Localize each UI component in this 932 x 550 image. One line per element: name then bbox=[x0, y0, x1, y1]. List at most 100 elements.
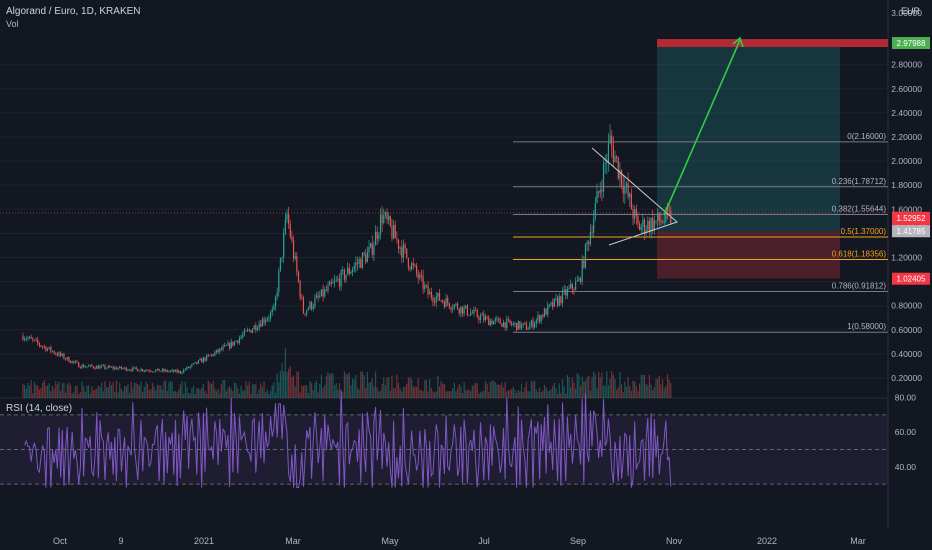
volume-bar bbox=[248, 381, 250, 398]
candle-body bbox=[573, 289, 575, 291]
volume-label[interactable]: Vol bbox=[6, 19, 19, 29]
time-tick-label: 2021 bbox=[194, 536, 214, 546]
volume-bar bbox=[319, 383, 321, 398]
candle-body bbox=[35, 339, 37, 341]
volume-bar bbox=[552, 386, 554, 398]
volume-bar bbox=[622, 391, 624, 398]
volume-bar bbox=[25, 388, 27, 398]
volume-bar bbox=[143, 387, 145, 398]
candle-body bbox=[347, 267, 349, 275]
candle-body bbox=[191, 364, 193, 367]
price-tick-label: 2.60000 bbox=[891, 84, 922, 94]
candle-body bbox=[594, 203, 596, 219]
volume-bar bbox=[217, 388, 219, 398]
volume-bar bbox=[48, 382, 50, 398]
volume-bar bbox=[666, 374, 669, 398]
candle-body bbox=[217, 349, 219, 352]
candle-body bbox=[40, 345, 42, 347]
volume-bar bbox=[273, 382, 275, 398]
candle-body bbox=[442, 300, 444, 302]
candle-body bbox=[596, 191, 598, 204]
candle-body bbox=[581, 259, 583, 282]
fibonacci-retracement[interactable]: 0(2.16000) 0.236(1.78712) 0.382(1.55644) 0.… bbox=[0, 132, 888, 333]
volume-bar bbox=[557, 393, 559, 398]
volume-bar bbox=[238, 393, 241, 398]
price-tick-label: 0.80000 bbox=[891, 301, 922, 311]
candle-body bbox=[258, 323, 260, 329]
volume-bar bbox=[550, 389, 552, 398]
candle-body bbox=[324, 289, 326, 297]
volume-bar bbox=[56, 384, 58, 398]
volume-bar bbox=[74, 386, 77, 398]
volume-bar bbox=[286, 371, 288, 398]
candle-body bbox=[604, 162, 606, 164]
candle-body bbox=[643, 219, 646, 234]
time-tick-label: Mar bbox=[850, 536, 866, 546]
volume-bar bbox=[355, 374, 357, 398]
volume-bar bbox=[65, 393, 67, 398]
candle-body bbox=[33, 339, 36, 341]
volume-bar bbox=[543, 384, 546, 398]
candle-body bbox=[361, 252, 364, 268]
volume-bar bbox=[268, 393, 270, 398]
volume-bar bbox=[588, 375, 590, 398]
candle-body bbox=[617, 157, 619, 179]
volume-bar bbox=[419, 390, 421, 398]
candle-body bbox=[247, 329, 249, 331]
volume-bar bbox=[578, 374, 580, 398]
fib-level-label: 0.786(0.91812) bbox=[832, 281, 887, 290]
symbol-title[interactable]: Algorand / Euro, 1D, KRAKEN bbox=[6, 6, 141, 17]
candle-body bbox=[570, 283, 572, 288]
volume-bar bbox=[606, 371, 608, 398]
candle-body bbox=[317, 295, 319, 297]
candle-body bbox=[274, 297, 277, 307]
candle-body bbox=[199, 359, 201, 361]
volume-bar bbox=[289, 366, 291, 398]
volume-bar bbox=[511, 389, 513, 398]
volume-bar bbox=[38, 389, 40, 398]
price-tick-label: 2.20000 bbox=[891, 132, 922, 142]
volume-bar bbox=[566, 375, 569, 398]
volume-bar bbox=[368, 382, 370, 398]
volume-bar bbox=[484, 381, 487, 398]
candle-body bbox=[448, 303, 450, 308]
candle-body bbox=[584, 243, 587, 268]
volume-bar bbox=[555, 387, 557, 398]
volume-bar bbox=[379, 390, 382, 398]
drawings[interactable] bbox=[591, 36, 744, 246]
volume-bar bbox=[291, 376, 293, 398]
volume-bar bbox=[51, 385, 54, 398]
candle-body bbox=[550, 302, 552, 305]
target-line bbox=[657, 39, 888, 48]
volume-bar bbox=[284, 348, 286, 398]
candle-body bbox=[407, 257, 409, 268]
candle-body bbox=[220, 348, 222, 350]
long-position-tool[interactable] bbox=[657, 39, 888, 279]
candle-body bbox=[381, 214, 383, 224]
candle-body bbox=[196, 362, 198, 364]
price-tick-label: 2.40000 bbox=[891, 108, 922, 118]
candle-body bbox=[145, 370, 147, 371]
candle-body bbox=[68, 357, 70, 363]
volume-bar bbox=[448, 391, 450, 398]
candle-body bbox=[37, 339, 39, 344]
candle-body bbox=[224, 345, 226, 347]
rsi-label[interactable]: RSI (14, close) bbox=[6, 403, 73, 414]
volume-bar bbox=[607, 385, 610, 398]
volume-bar bbox=[43, 380, 45, 398]
candle-body bbox=[125, 367, 127, 371]
volume-bar bbox=[668, 379, 670, 398]
candle-body bbox=[281, 256, 283, 259]
volume-bar bbox=[214, 388, 216, 398]
volume-bar bbox=[79, 392, 81, 398]
candle-body bbox=[598, 191, 600, 193]
candle-body bbox=[22, 335, 24, 340]
candle-body bbox=[215, 349, 218, 353]
volume-bar bbox=[391, 375, 393, 398]
volume-bar bbox=[479, 392, 482, 398]
volume-bar bbox=[502, 387, 505, 398]
candle-body bbox=[268, 318, 270, 319]
volume-bar bbox=[483, 390, 485, 398]
volume-bar bbox=[333, 385, 336, 398]
